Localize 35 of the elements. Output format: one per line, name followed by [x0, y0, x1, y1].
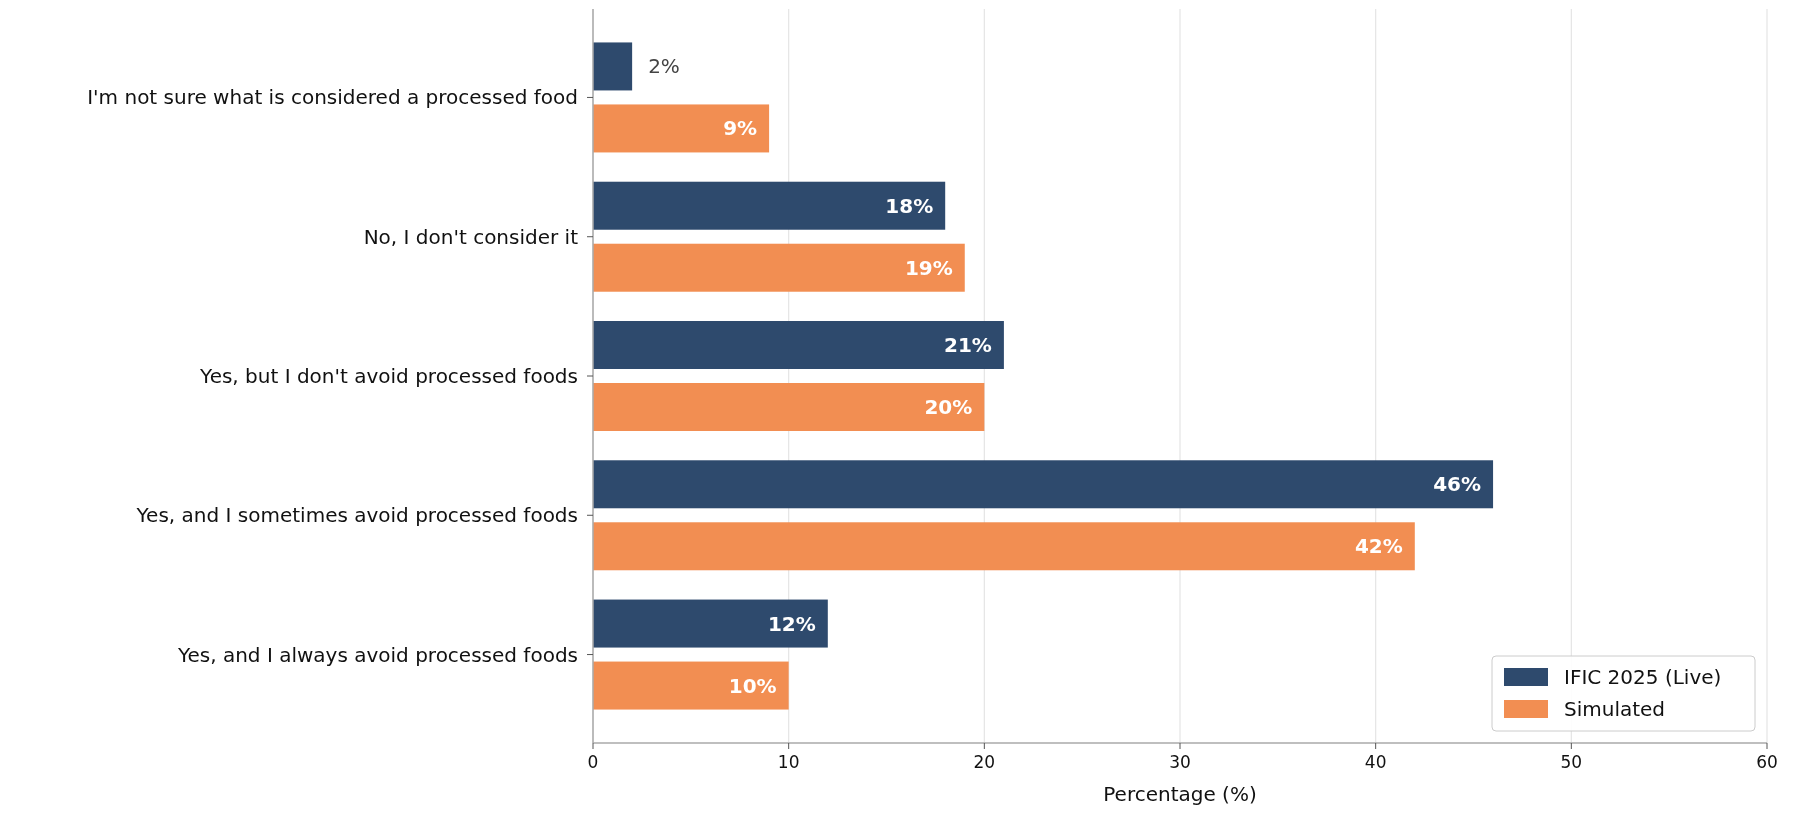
bar: [593, 599, 828, 648]
data-label: 10%: [728, 673, 777, 698]
x-tick-label: 0: [587, 752, 599, 772]
bar: [593, 522, 1415, 571]
x-axis-title: Percentage (%): [1103, 782, 1257, 806]
data-label: 2%: [648, 54, 680, 79]
bar: [593, 181, 946, 230]
y-tick-label: No, I don't consider it: [363, 224, 579, 249]
y-tick-label: Yes, and I always avoid processed foods: [176, 642, 578, 667]
x-tick-label: 20: [973, 752, 996, 772]
data-label: 46%: [1433, 472, 1482, 497]
data-label: 20%: [924, 395, 973, 419]
data-label: 9%: [723, 116, 758, 141]
bar: [593, 460, 1494, 509]
legend-label: Simulated: [1564, 697, 1666, 721]
bar: [593, 104, 770, 153]
y-tick-label: I'm not sure what is considered a processed food: [87, 85, 578, 110]
data-label: 19%: [904, 255, 953, 280]
bar: [593, 321, 1004, 369]
x-tick-label: 60: [1756, 752, 1778, 772]
legend-label: IFIC 2025 (Live): [1564, 665, 1722, 689]
bar: [593, 42, 633, 91]
y-tick-label: Yes, and I sometimes avoid processed foods: [135, 503, 578, 528]
bar: [593, 661, 789, 710]
y-tick-label: Yes, but I don't avoid processed foods: [199, 364, 578, 388]
data-label: 18%: [885, 193, 934, 218]
data-label: 42%: [1354, 534, 1403, 559]
x-tick-label: 10: [777, 752, 800, 772]
x-tick-label: 40: [1364, 752, 1387, 772]
data-label: 21%: [944, 333, 992, 357]
x-tick-label: 50: [1560, 752, 1583, 772]
data-label: 12%: [767, 611, 816, 636]
bar: [593, 243, 965, 292]
x-tick-label: 30: [1169, 752, 1191, 772]
bar: [593, 383, 985, 431]
